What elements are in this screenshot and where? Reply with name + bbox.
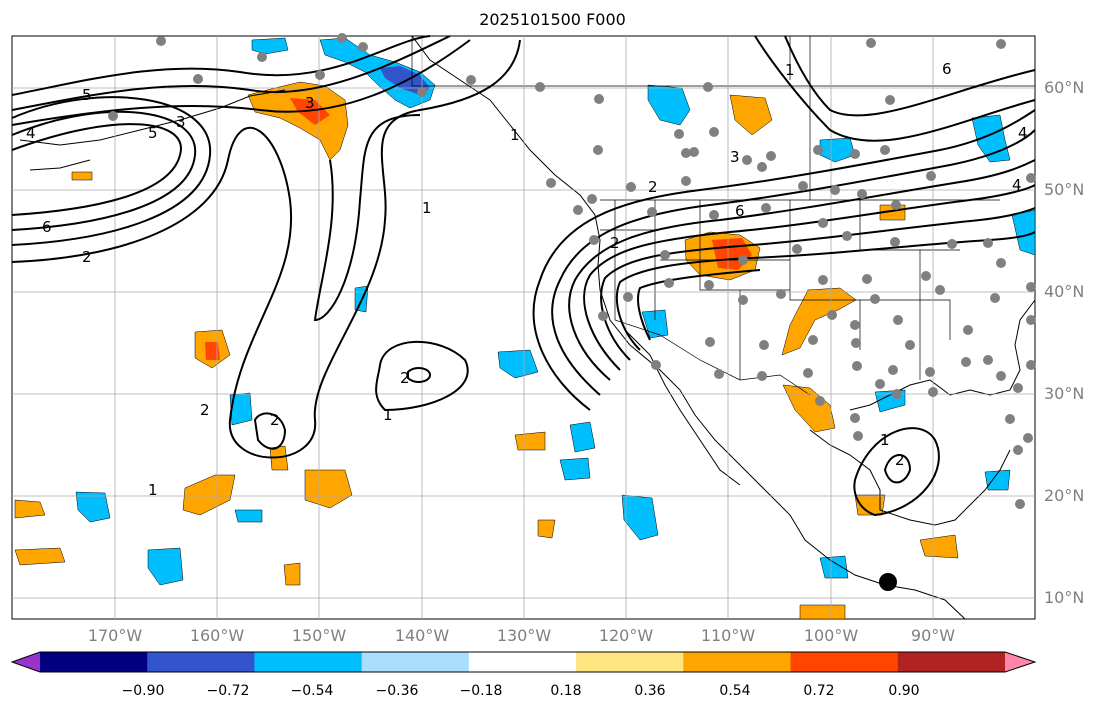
neg-anomaly-blob [251, 37, 289, 55]
contour-label: 2 [895, 451, 905, 469]
contour-label: 2 [270, 411, 280, 429]
neg-anomaly-blob [569, 421, 596, 453]
pos-anomaly-blob [14, 547, 66, 566]
colorbar-extend-min [12, 652, 40, 672]
coastlines [19, 35, 1036, 620]
pos-anomaly-blob [304, 469, 353, 509]
pos-anomaly-blob [782, 384, 836, 433]
contour-label: 6 [735, 202, 745, 220]
contour-label: 3 [305, 94, 315, 112]
contour-label: 5 [82, 86, 92, 104]
lon-label: 90°W [910, 626, 956, 645]
colorbar-segment [147, 652, 255, 672]
contour-label: 2 [648, 178, 658, 196]
colorbar-label: 0.90 [888, 683, 920, 699]
colorbar-label: −0.36 [375, 683, 419, 699]
contour-label: 2 [610, 234, 620, 252]
pos-anomaly-blob [729, 94, 773, 136]
lon-label: 110°W [700, 626, 756, 645]
contour-label: 3 [730, 148, 740, 166]
contour-label: 4 [1018, 124, 1028, 142]
pos-anomaly-blob [919, 534, 959, 559]
pos-anomaly-blob [71, 171, 93, 181]
pos-anomaly-blob [182, 474, 236, 516]
lat-label: 60°N [1044, 78, 1085, 97]
lat-label: 30°N [1044, 384, 1085, 403]
pos-anomaly-blob [283, 562, 301, 586]
lat-label: 10°N [1044, 588, 1085, 607]
contour-label: 2 [200, 401, 210, 419]
neg-anomaly-blob [984, 469, 1011, 491]
storm-marker [879, 573, 897, 591]
contour-label: 4 [26, 124, 36, 142]
contour-label: 2 [82, 248, 92, 266]
lon-label: 140°W [394, 626, 450, 645]
lat-label: 40°N [1044, 282, 1085, 301]
colorbar-label: −0.54 [290, 683, 334, 699]
colorbar-segment [468, 652, 577, 672]
colorbar-segment [576, 652, 684, 672]
contour-label: 1 [785, 61, 795, 79]
colorbar-label: 0.72 [803, 683, 835, 699]
contour-label: 1 [422, 199, 432, 217]
colorbar-segment [40, 652, 148, 672]
colorbar-segment [361, 652, 470, 672]
neg-anomaly-blob [819, 555, 849, 579]
pos-anomaly-blob [14, 499, 46, 519]
colorbar-segment [683, 652, 792, 672]
neg-anomaly-blob [75, 491, 111, 523]
pos-anomaly-blob [247, 81, 349, 161]
pos-anomaly-blob [205, 342, 220, 360]
neg-anomaly-blob [621, 494, 659, 541]
lon-label: 120°W [598, 626, 654, 645]
lat-label: 50°N [1044, 180, 1085, 199]
contour-label: 1 [383, 406, 393, 424]
contour-label: 1 [148, 481, 158, 499]
lon-label: 160°W [189, 626, 245, 645]
contour-label: 6 [42, 218, 52, 236]
colorbar-label: 0.36 [634, 683, 666, 699]
contour-label: 1 [510, 126, 520, 144]
colorbar-outline [10, 651, 1037, 673]
colorbar [10, 651, 1037, 673]
contour-label: 1 [880, 431, 890, 449]
lon-label: 130°W [496, 626, 552, 645]
colorbar-label: −0.72 [206, 683, 250, 699]
neg-anomaly-blob [497, 349, 539, 379]
neg-anomaly-blob [147, 547, 184, 586]
colorbar-extend-max [1005, 652, 1035, 672]
pos-anomaly-blob [514, 431, 546, 451]
contour-label: 4 [1012, 176, 1022, 194]
station-dots [108, 33, 1036, 509]
colorbar-segment [897, 652, 1006, 672]
pos-anomaly-blob [854, 494, 886, 516]
colorbar-segment [254, 652, 363, 672]
contour-label: 6 [942, 60, 952, 78]
map-title: 2025101500 F000 [479, 10, 626, 29]
graticule [12, 36, 1035, 619]
pos-anomaly-blob [537, 519, 556, 539]
neg-anomaly-blob [234, 509, 263, 523]
colorbar-segment [790, 652, 899, 672]
contour-labels: 5 4 3 5 6 2 3 1 2 1 2 1 6 4 3 2 6 2 2 1 … [26, 60, 1028, 499]
colorbar-label: −0.18 [459, 683, 503, 699]
lat-label: 20°N [1044, 486, 1085, 505]
colorbar-label: −0.90 [121, 683, 165, 699]
contour-label: 5 [148, 124, 158, 142]
lon-label: 100°W [803, 626, 859, 645]
contour-label: 2 [400, 369, 410, 387]
map-frame [11, 35, 1036, 620]
lon-label: 150°W [291, 626, 347, 645]
lon-label: 170°W [87, 626, 143, 645]
pos-anomaly-blob [799, 604, 846, 620]
colorbar-label: 0.54 [719, 683, 751, 699]
neg-anomaly-blob [559, 457, 591, 481]
contour-label: 3 [176, 113, 186, 131]
colorbar-label: 0.18 [550, 683, 582, 699]
